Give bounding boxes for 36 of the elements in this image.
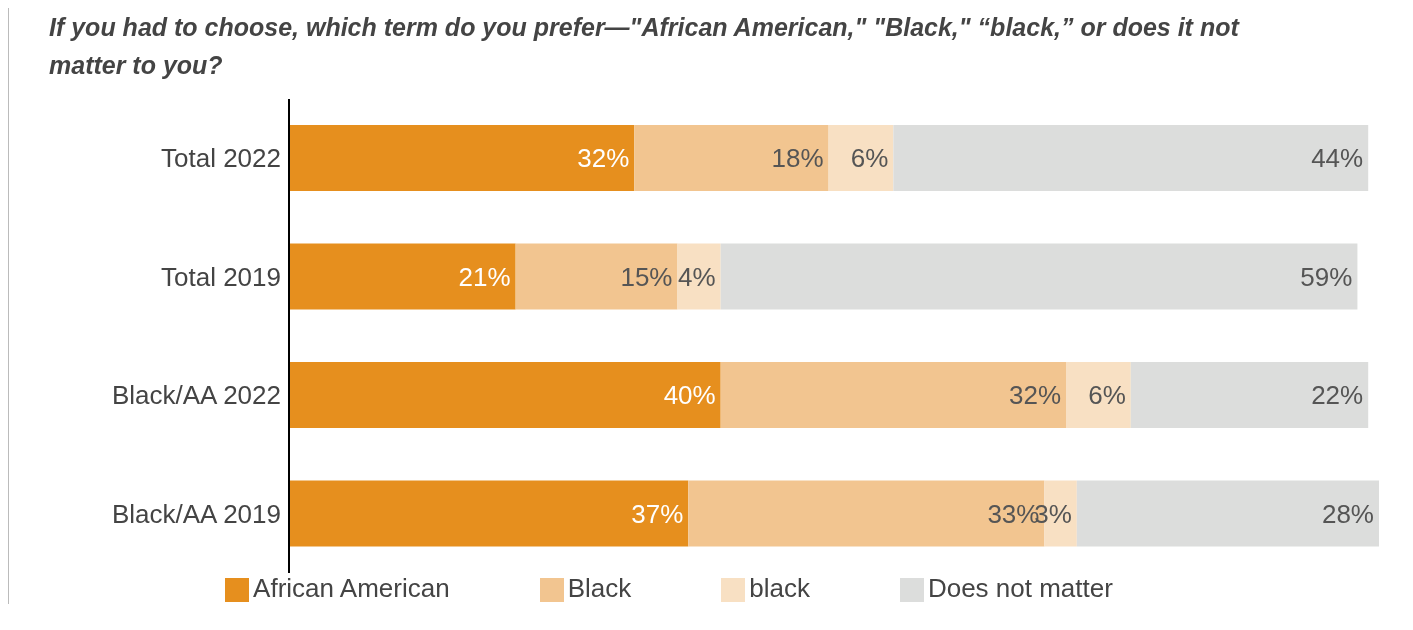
- data-label: 37%: [631, 498, 684, 529]
- data-label: 44%: [1311, 143, 1364, 174]
- y-tick-label: Black/AA 2019: [111, 498, 281, 529]
- y-tick-label: Total 2022: [161, 143, 281, 174]
- y-tick-label: Black/AA 2022: [111, 380, 281, 411]
- bar: [289, 243, 516, 310]
- bar: [634, 125, 829, 192]
- bar: [289, 480, 689, 547]
- legend-label: Black: [567, 573, 632, 603]
- bar: [1076, 480, 1379, 547]
- data-label: 18%: [771, 143, 824, 174]
- data-label: 4%: [678, 261, 716, 292]
- data-label: 32%: [577, 143, 630, 174]
- legend-label: black: [749, 573, 810, 603]
- legend-label: African American: [253, 573, 450, 603]
- bar: [1130, 362, 1369, 429]
- bar: [1066, 362, 1131, 429]
- data-label: 6%: [850, 143, 889, 174]
- y-tick-label: Total 2019: [161, 261, 281, 292]
- bar: [893, 125, 1369, 192]
- bar: [720, 243, 1358, 310]
- bar: [720, 362, 1067, 429]
- data-label: 15%: [620, 261, 673, 292]
- data-label: 21%: [458, 261, 511, 292]
- data-label: 28%: [1321, 498, 1374, 529]
- bar: [828, 125, 894, 192]
- bar: [289, 125, 635, 192]
- data-label: 22%: [1311, 380, 1364, 411]
- bar: [515, 243, 678, 310]
- data-label: 40%: [663, 380, 716, 411]
- data-label: 32%: [1008, 380, 1062, 411]
- data-label: 6%: [1088, 380, 1126, 411]
- data-label: 59%: [1300, 261, 1353, 292]
- bar: [289, 362, 721, 429]
- chart-title: If you had to choose, which term do you prefer—"African American," "Black," “black,” or does it not matter to you?: [49, 12, 1241, 81]
- legend-label: Does not matter: [927, 573, 1113, 603]
